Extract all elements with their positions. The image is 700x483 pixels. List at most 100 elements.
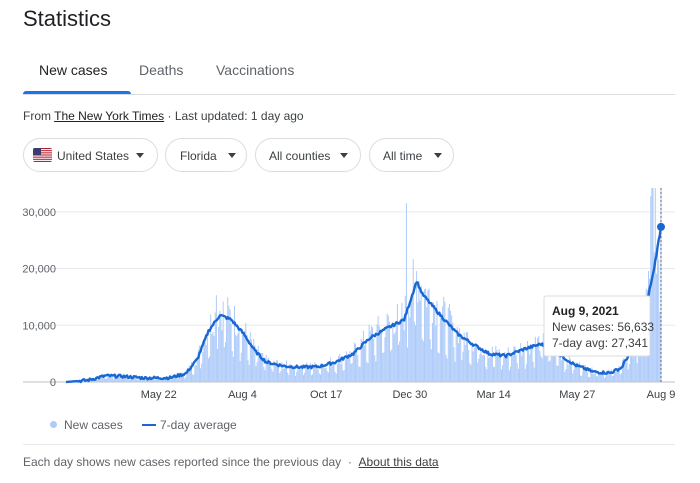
new-cases-bar [376,324,378,382]
footer-text: Each day shows new cases reported since … [23,455,342,469]
new-cases-bar [316,369,318,382]
new-cases-bar [226,319,228,382]
cases-chart[interactable]: 0 10,000 20,000 30,000 May 22 Aug 4 Oct 17 Dec… [0,180,700,410]
new-cases-bar [229,309,231,382]
new-cases-bar [499,353,501,382]
new-cases-bar [257,345,259,382]
new-cases-bar [600,371,602,382]
new-cases-bar [200,368,202,382]
x-tick-label: Aug 9 [647,389,676,401]
new-cases-bar [590,371,592,382]
source-link[interactable]: The New York Times [54,109,165,123]
new-cases-bar [448,304,450,382]
new-cases-bar [597,376,599,382]
new-cases-bar [460,336,462,382]
new-cases-bar [629,352,631,382]
new-cases-bar [618,365,620,382]
new-cases-bar [259,354,262,382]
country-filter[interactable]: United States [23,138,158,172]
new-cases-bar [360,338,362,382]
new-cases-bar [598,373,600,382]
new-cases-bar [298,370,300,382]
new-cases-bar [568,353,570,382]
page-title: Statistics [23,6,112,31]
new-cases-bar [504,352,506,382]
state-filter[interactable]: Florida [165,138,247,172]
new-cases-bar [543,349,545,382]
new-cases-bar [520,343,522,382]
new-cases-bar [399,341,401,382]
y-tick-label: 10,000 [22,320,56,332]
new-cases-bar [542,333,544,382]
new-cases-bar [486,369,488,382]
new-cases-bar [282,368,284,382]
new-cases-bar [319,374,321,382]
new-cases-bar [272,371,274,382]
new-cases-bar [451,315,453,382]
new-cases-bar [185,376,187,382]
new-cases-bar [586,372,588,382]
new-cases-bar [120,379,122,382]
new-cases-bar [307,365,309,382]
new-cases-bar [493,367,495,382]
tooltip-date: Aug 9, 2021 [552,304,619,318]
new-cases-bar [391,349,393,382]
county-filter-label: All counties [269,149,331,163]
new-cases-bar [348,358,350,382]
new-cases-bar [252,344,254,382]
tab-vaccinations[interactable]: Vaccinations [216,62,295,78]
new-cases-bar [620,373,622,382]
tab-new-cases[interactable]: New cases [39,62,108,78]
new-cases-bar [144,379,146,382]
y-tick-label: 20,000 [22,264,56,276]
county-filter[interactable]: All counties [255,138,361,172]
legend-new-cases: New cases [64,418,123,432]
new-cases-bar [416,271,418,382]
about-data-link[interactable]: About this data [358,455,439,469]
new-cases-bar [342,370,344,382]
new-cases-bar [616,370,618,382]
new-cases-bar [365,342,367,382]
new-cases-bar [382,353,384,382]
new-cases-bar [481,355,483,382]
last-updated: · Last updated: 1 day ago [164,109,304,123]
new-cases-bar [134,377,136,382]
new-cases-bar [108,376,110,382]
tab-deaths[interactable]: Deaths [139,62,184,78]
new-cases-bar [133,375,135,382]
new-cases-bar [428,288,430,382]
new-cases-bar [362,330,364,382]
new-cases-bar [341,356,343,382]
new-cases-bar [637,332,639,382]
new-cases-bar [312,374,314,382]
new-cases-bar [419,300,421,382]
new-cases-bar [217,348,219,382]
new-cases-bar [196,357,198,382]
new-cases-bar [212,331,214,382]
new-cases-bar [127,377,129,382]
x-tick-label: Aug 4 [228,389,257,401]
new-cases-bar [152,379,154,382]
new-cases-bar [219,310,221,382]
new-cases-bar [159,377,161,382]
new-cases-bar [273,360,275,382]
new-cases-bar [136,379,138,382]
new-cases-bar [446,358,448,382]
new-cases-bar [545,348,547,382]
new-cases-bar [404,295,406,382]
new-cases-bar [566,361,568,382]
new-cases-bar [192,374,194,382]
time-filter[interactable]: All time [369,138,454,172]
new-cases-bar [465,332,467,382]
new-cases-bar [137,379,139,382]
new-cases-bar [401,302,403,382]
new-cases-bar [266,359,268,382]
new-cases-bar [400,318,402,382]
new-cases-bar [440,314,443,382]
new-cases-bar [513,345,515,382]
new-cases-bar [516,363,518,382]
new-cases-bar [614,373,616,382]
new-cases-bar [564,371,566,382]
new-cases-bar [508,370,510,382]
new-cases-bar [594,372,596,382]
